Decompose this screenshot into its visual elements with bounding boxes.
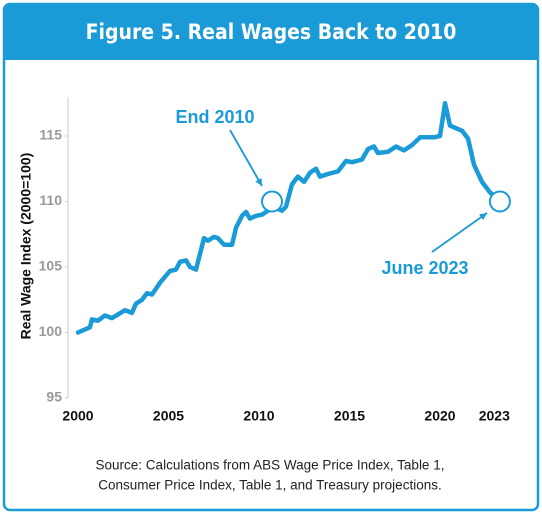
- y-tick-label: 115: [39, 127, 62, 143]
- y-tick-label: 100: [39, 323, 63, 339]
- x-tick-label: 2000: [62, 408, 93, 424]
- y-tick-label: 105: [39, 258, 63, 274]
- x-tick-label: 2005: [153, 408, 184, 424]
- y-tick-label: 110: [39, 192, 62, 208]
- annotation-marker: [488, 190, 511, 213]
- source-line: Consumer Price Index, Table 1, and Treas…: [98, 478, 441, 493]
- x-tick-label: 2015: [334, 408, 365, 424]
- y-tick-label: 95: [46, 389, 62, 405]
- arrow: [431, 212, 488, 253]
- title-bar: [4, 4, 538, 60]
- annotation-marker: [261, 190, 284, 213]
- x-tick-label: 2023: [479, 408, 510, 424]
- arrow-head: [255, 178, 262, 186]
- y-axis-label: Real Wage Index (2000=100): [18, 153, 34, 340]
- arrow-head: [479, 213, 487, 221]
- x-tick-label: 2020: [424, 408, 455, 424]
- annotation-label: End 2010: [175, 107, 254, 127]
- source-line: Source: Calculations from ABS Wage Price…: [96, 458, 445, 473]
- chart-title: Figure 5. Real Wages Back to 2010: [86, 20, 457, 44]
- arrow: [229, 129, 263, 187]
- annotation-label: June 2023: [381, 258, 468, 278]
- x-tick-label: 2010: [243, 408, 274, 424]
